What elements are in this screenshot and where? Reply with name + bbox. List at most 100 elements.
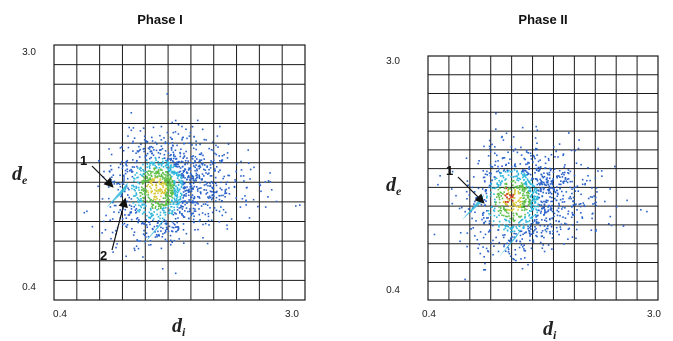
data-point xyxy=(497,229,500,231)
data-point xyxy=(504,194,507,197)
data-point xyxy=(145,189,147,191)
data-point xyxy=(124,214,126,216)
data-point xyxy=(176,174,178,176)
data-point xyxy=(490,166,493,168)
data-point xyxy=(494,207,496,210)
data-point xyxy=(503,245,505,248)
data-point xyxy=(451,170,454,173)
data-point xyxy=(482,212,484,215)
data-point xyxy=(206,242,209,245)
data-point xyxy=(202,223,204,226)
data-point xyxy=(514,148,517,150)
data-point xyxy=(545,184,547,187)
data-point xyxy=(158,199,161,201)
data-point xyxy=(514,204,516,206)
data-point xyxy=(138,145,140,148)
data-point xyxy=(483,180,486,182)
data-point xyxy=(264,181,267,183)
data-point xyxy=(526,163,529,165)
data-point xyxy=(524,215,526,218)
data-point xyxy=(171,200,173,203)
data-point xyxy=(206,166,208,168)
data-point xyxy=(223,153,225,156)
data-point xyxy=(140,222,143,225)
data-point xyxy=(178,207,181,209)
data-point xyxy=(184,190,186,192)
data-point xyxy=(150,156,152,159)
data-point xyxy=(176,202,179,204)
data-point xyxy=(194,208,196,210)
data-point xyxy=(163,219,166,221)
data-point xyxy=(169,208,171,211)
data-point xyxy=(145,177,148,180)
fingerprint-cloud xyxy=(433,112,648,281)
data-point xyxy=(192,155,194,157)
data-point xyxy=(224,189,227,191)
data-point xyxy=(184,159,187,162)
data-point xyxy=(525,180,527,183)
annotation-label: 2 xyxy=(100,248,107,263)
data-point xyxy=(130,205,133,208)
data-point xyxy=(192,162,195,165)
data-point xyxy=(138,211,140,213)
data-point xyxy=(211,141,214,144)
data-point xyxy=(153,167,155,170)
data-point xyxy=(544,167,547,169)
data-point xyxy=(506,169,509,172)
data-point xyxy=(259,184,262,187)
data-point xyxy=(532,215,534,217)
data-point xyxy=(542,191,544,194)
data-point xyxy=(506,224,508,227)
data-point xyxy=(523,200,525,203)
data-point xyxy=(555,186,558,188)
data-point xyxy=(520,154,523,156)
data-point xyxy=(534,201,536,203)
data-point xyxy=(173,173,175,176)
data-point xyxy=(547,205,549,208)
data-point xyxy=(172,213,175,216)
data-point xyxy=(555,226,558,229)
data-point xyxy=(164,141,167,143)
data-point xyxy=(224,211,227,214)
data-point xyxy=(565,180,567,182)
data-point xyxy=(196,169,198,172)
data-point xyxy=(172,187,175,190)
data-point xyxy=(267,196,269,198)
data-point xyxy=(209,190,212,192)
data-point xyxy=(192,177,195,180)
data-point xyxy=(573,187,575,189)
data-point xyxy=(595,201,597,204)
data-point xyxy=(575,203,577,205)
data-point xyxy=(541,247,544,249)
data-point xyxy=(121,167,124,170)
data-point xyxy=(487,210,490,212)
data-point xyxy=(562,182,565,184)
data-point xyxy=(604,200,606,203)
data-point xyxy=(530,202,532,204)
data-point xyxy=(165,193,167,195)
data-point xyxy=(201,178,203,181)
data-point xyxy=(131,187,133,190)
data-point xyxy=(525,221,527,223)
data-point xyxy=(549,196,551,198)
data-point xyxy=(169,169,172,172)
data-point xyxy=(228,174,231,177)
data-point xyxy=(113,211,115,213)
data-point xyxy=(157,221,159,224)
data-point xyxy=(186,189,189,192)
data-point xyxy=(516,175,518,178)
data-point xyxy=(110,168,113,171)
data-point xyxy=(164,179,167,181)
data-point xyxy=(590,229,593,231)
data-point xyxy=(121,194,123,197)
data-point xyxy=(559,228,562,231)
data-point xyxy=(503,208,506,210)
data-point xyxy=(226,152,229,154)
data-point xyxy=(536,142,538,144)
data-point xyxy=(528,166,531,168)
data-point xyxy=(168,189,170,192)
data-point xyxy=(183,152,185,155)
data-point xyxy=(191,125,194,128)
data-point xyxy=(198,161,200,163)
data-point xyxy=(589,196,592,198)
